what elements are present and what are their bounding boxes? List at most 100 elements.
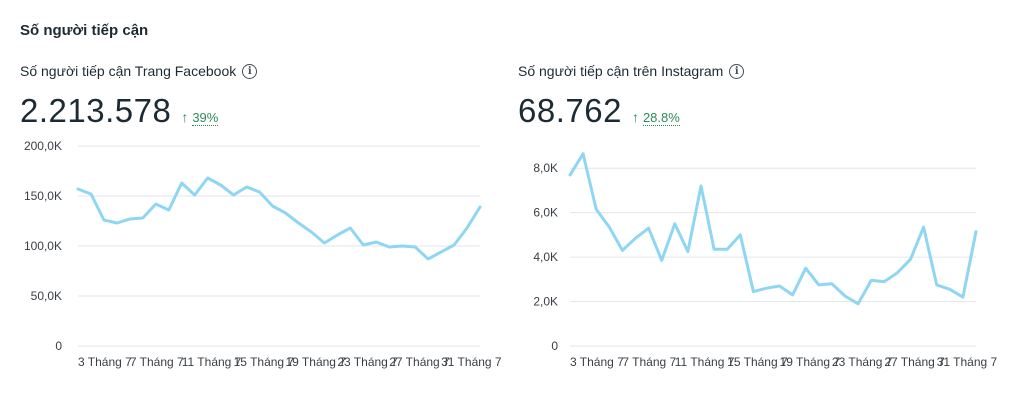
data-point[interactable]	[947, 286, 953, 292]
kpi-value: 2.213.578	[20, 92, 172, 129]
instagram-reach-chart: 0 2,0K 4,0K 6,0K 8,0K 3 Tháng 77 Tháng 711 Th…	[533, 151, 998, 369]
data-point[interactable]	[347, 225, 353, 231]
data-point[interactable]	[218, 182, 224, 188]
data-point[interactable]	[711, 246, 717, 252]
y-tick-label: 4,0K	[533, 250, 558, 264]
data-point[interactable]	[855, 301, 861, 307]
data-point[interactable]	[166, 207, 172, 213]
data-point[interactable]	[763, 285, 769, 291]
x-tick-label: 3 Tháng 7	[570, 355, 624, 369]
data-point[interactable]	[816, 282, 822, 288]
facebook-reach-panel: Số người tiếp cận Trang Facebook i 2.213…	[20, 60, 502, 400]
data-point[interactable]	[477, 204, 483, 210]
x-tick-label: 15 Tháng 7	[234, 355, 295, 369]
data-point[interactable]	[580, 151, 586, 157]
info-icon[interactable]: i	[242, 63, 258, 79]
series-line	[76, 176, 482, 261]
data-point[interactable]	[231, 192, 237, 198]
data-point[interactable]	[737, 232, 743, 238]
data-point[interactable]	[606, 224, 612, 230]
data-point[interactable]	[881, 279, 887, 285]
data-point[interactable]	[205, 175, 211, 181]
data-point[interactable]	[88, 191, 94, 197]
data-point[interactable]	[894, 270, 900, 276]
data-point[interactable]	[321, 240, 327, 246]
data-point[interactable]	[257, 189, 263, 195]
data-point[interactable]	[140, 215, 146, 221]
data-point[interactable]	[192, 192, 198, 198]
data-point[interactable]	[127, 216, 133, 222]
data-point[interactable]	[698, 183, 704, 189]
kpi-change-percent[interactable]: 28.8%	[642, 110, 680, 126]
data-point[interactable]	[803, 265, 809, 271]
section-title: Số người tiếp cận	[20, 22, 149, 39]
data-point[interactable]	[101, 217, 107, 223]
data-point[interactable]	[567, 172, 573, 178]
data-point[interactable]	[282, 210, 288, 216]
facebook-reach-chart: 0 50,0K 100,0K 150,0K 200,0K 3 Tháng 77 Tháng…	[24, 139, 502, 369]
y-tick-label: 0	[55, 339, 62, 353]
data-point[interactable]	[829, 281, 835, 287]
data-point[interactable]	[842, 293, 848, 299]
x-tick-label: 31 Tháng 7	[441, 355, 502, 369]
data-point[interactable]	[790, 292, 796, 298]
x-tick-label: 23 Tháng 7	[832, 355, 893, 369]
y-tick-label: 2,0K	[533, 295, 558, 309]
x-tick-label: 27 Tháng 7	[884, 355, 945, 369]
instagram-reach-panel: Số người tiếp cận trên Instagram i 68.76…	[518, 60, 998, 400]
data-point[interactable]	[451, 242, 457, 248]
data-point[interactable]	[244, 184, 250, 190]
data-point[interactable]	[179, 180, 185, 186]
y-tick-label: 6,0K	[533, 206, 558, 220]
data-point[interactable]	[412, 244, 418, 250]
x-tick-label: 27 Tháng 7	[389, 355, 450, 369]
y-tick-label: 100,0K	[24, 239, 62, 253]
data-point[interactable]	[724, 246, 730, 252]
x-tick-label: 7 Tháng 7	[622, 355, 676, 369]
data-point[interactable]	[921, 224, 927, 230]
arrow-up-icon: ↑	[631, 109, 639, 125]
data-point[interactable]	[685, 249, 691, 255]
arrow-up-icon: ↑	[181, 109, 189, 125]
data-point[interactable]	[868, 277, 874, 283]
data-point[interactable]	[659, 257, 665, 263]
info-icon[interactable]: i	[729, 63, 745, 79]
kpi-change: ↑ 28.8%	[632, 109, 680, 126]
data-point[interactable]	[619, 247, 625, 253]
data-point[interactable]	[777, 283, 783, 289]
kpi-change-percent[interactable]: 39%	[192, 110, 219, 126]
panel-title: Số người tiếp cận Trang Facebook	[20, 63, 237, 79]
data-point[interactable]	[672, 221, 678, 227]
data-point[interactable]	[908, 256, 914, 262]
data-point[interactable]	[464, 225, 470, 231]
data-point[interactable]	[750, 289, 756, 295]
data-point[interactable]	[153, 201, 159, 207]
data-point[interactable]	[386, 244, 392, 250]
data-point[interactable]	[632, 235, 638, 241]
x-tick-label: 15 Tháng 7	[727, 355, 788, 369]
data-point[interactable]	[973, 229, 979, 235]
data-point[interactable]	[334, 232, 340, 238]
data-point[interactable]	[425, 256, 431, 262]
data-point[interactable]	[960, 294, 966, 300]
panel-title: Số người tiếp cận trên Instagram	[518, 63, 724, 79]
x-tick-label: 3 Tháng 7	[78, 355, 132, 369]
data-point[interactable]	[360, 242, 366, 248]
kpi-change: ↑ 39%	[181, 109, 219, 126]
x-tick-label: 31 Tháng 7	[937, 355, 998, 369]
data-point[interactable]	[295, 220, 301, 226]
x-tick-label: 7 Tháng 7	[130, 355, 184, 369]
x-tick-label: 11 Tháng 7	[182, 355, 242, 369]
data-point[interactable]	[114, 220, 120, 226]
y-tick-label: 0	[551, 339, 558, 353]
data-point[interactable]	[646, 225, 652, 231]
data-point[interactable]	[934, 282, 940, 288]
data-point[interactable]	[270, 203, 276, 209]
x-tick-label: 19 Tháng 7	[285, 355, 346, 369]
data-point[interactable]	[75, 186, 81, 192]
data-point[interactable]	[438, 249, 444, 255]
data-point[interactable]	[593, 206, 599, 212]
data-point[interactable]	[373, 239, 379, 245]
data-point[interactable]	[308, 229, 314, 235]
data-point[interactable]	[399, 243, 405, 249]
